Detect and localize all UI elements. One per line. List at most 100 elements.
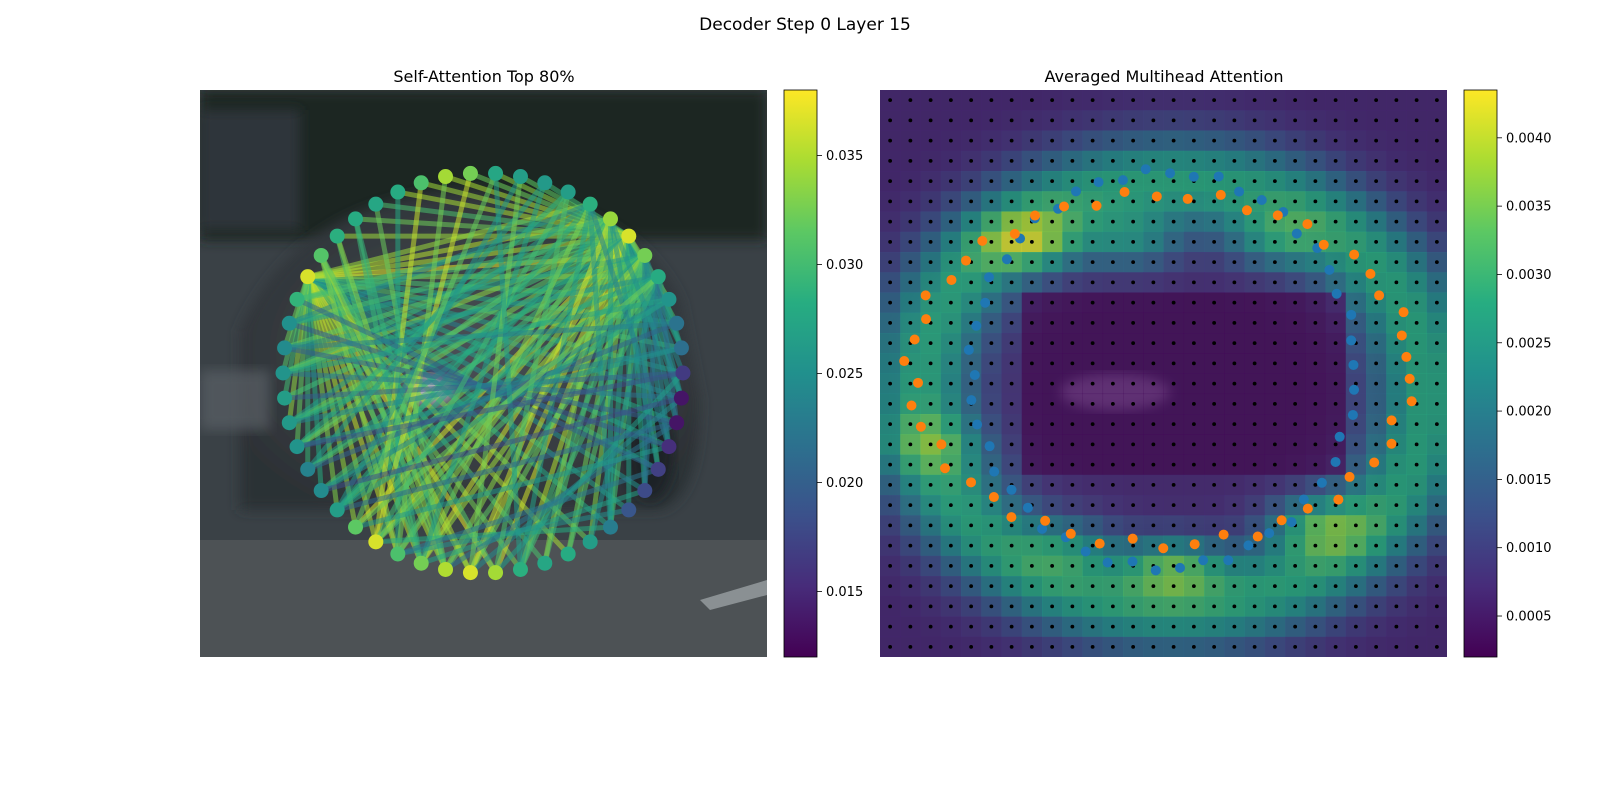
grid-dot	[1050, 624, 1055, 629]
grid-dot	[1272, 199, 1277, 204]
grid-dot	[969, 442, 974, 447]
grid-dot	[969, 300, 974, 305]
grid-dot	[989, 543, 994, 548]
attention-heatmap	[880, 90, 1447, 657]
grid-dot	[1353, 280, 1358, 285]
grid-dot	[1333, 341, 1338, 346]
grid-dot	[888, 563, 893, 568]
grid-dot	[1272, 422, 1277, 427]
grid-dot	[1029, 118, 1034, 123]
grid-dot	[928, 179, 933, 184]
orange-point	[1094, 538, 1105, 549]
grid-dot	[1171, 543, 1176, 548]
blue-point	[969, 369, 980, 380]
grid-dot	[1333, 118, 1338, 123]
grid-dot	[1333, 361, 1338, 366]
grid-dot	[1191, 320, 1196, 325]
grid-dot	[989, 584, 994, 589]
grid-dot	[1029, 644, 1034, 649]
grid-dot	[1252, 280, 1257, 285]
grid-dot	[1313, 179, 1318, 184]
grid-dot	[1029, 543, 1034, 548]
grid-dot	[1252, 543, 1257, 548]
grid-dot	[1131, 401, 1136, 406]
grid-dot	[1212, 239, 1217, 244]
attention-edge	[294, 370, 686, 450]
orange-point	[1158, 543, 1169, 554]
grid-dot	[1434, 462, 1439, 467]
attention-edge	[353, 170, 499, 530]
grid-dot	[928, 584, 933, 589]
grid-dot	[1090, 260, 1095, 265]
grid-dot	[1394, 300, 1399, 305]
grid-dot	[1313, 563, 1318, 568]
grid-dot	[1293, 320, 1298, 325]
grid-dot	[969, 503, 974, 508]
grid-dot	[1151, 503, 1156, 508]
orange-point	[1349, 249, 1360, 260]
grid-dot	[1212, 138, 1217, 143]
grid-dot	[948, 482, 953, 487]
grid-dot	[1212, 260, 1217, 265]
grid-dot	[1050, 523, 1055, 528]
grid-dot	[1414, 199, 1419, 204]
grid-dot	[1374, 260, 1379, 265]
attention-edge	[418, 488, 648, 566]
grid-dot	[969, 462, 974, 467]
grid-dot	[1353, 503, 1358, 508]
grid-dot	[1353, 584, 1358, 589]
grid-dot	[1090, 543, 1095, 548]
grid-dot	[1374, 503, 1379, 508]
attention-node	[413, 555, 429, 571]
grid-dot	[1110, 644, 1115, 649]
grid-dot	[1232, 361, 1237, 366]
grid-dot	[1232, 300, 1237, 305]
grid-dot	[1414, 300, 1419, 305]
grid-dot	[1009, 462, 1014, 467]
grid-dot	[948, 523, 953, 528]
grid-dot	[948, 138, 953, 143]
grid-dot	[1110, 260, 1115, 265]
grid-dot	[1374, 563, 1379, 568]
grid-dot	[888, 138, 893, 143]
grid-dot	[1171, 523, 1176, 528]
grid-dot	[1151, 482, 1156, 487]
blue-point	[1117, 175, 1128, 186]
grid-dot	[1293, 543, 1298, 548]
grid-dot	[969, 158, 974, 163]
grid-dot	[989, 381, 994, 386]
grid-dot	[1009, 523, 1014, 528]
grid-dot	[1272, 503, 1277, 508]
orange-point	[1009, 228, 1020, 239]
grid-dot	[1232, 320, 1237, 325]
attention-node	[329, 228, 345, 244]
grid-dot	[1212, 320, 1217, 325]
grid-dot	[1090, 320, 1095, 325]
attention-node	[669, 315, 685, 331]
grid-dot	[1029, 563, 1034, 568]
grid-dot	[1070, 543, 1075, 548]
left-colorbar-tick-label: 0.030	[826, 258, 863, 273]
grid-dot	[928, 239, 933, 244]
orange-point	[977, 235, 988, 246]
grid-dot	[1333, 381, 1338, 386]
grid-dot	[1009, 138, 1014, 143]
orange-point	[1374, 290, 1385, 301]
grid-dot	[969, 239, 974, 244]
right-colorbar-tick-label: 0.0020	[1506, 405, 1552, 420]
grid-dot	[1212, 381, 1217, 386]
grid-dot	[1434, 118, 1439, 123]
grid-dot	[1272, 584, 1277, 589]
grid-dot	[1434, 361, 1439, 366]
grid-dot	[1191, 381, 1196, 386]
grid-dot	[1131, 98, 1136, 103]
blue-point	[984, 272, 995, 283]
grid-dot	[1090, 604, 1095, 609]
grid-dot	[1212, 179, 1217, 184]
grid-dot	[1131, 482, 1136, 487]
attention-node	[661, 291, 677, 307]
grid-dot	[1191, 584, 1196, 589]
left-colorbar-tick-label: 0.025	[826, 367, 863, 382]
grid-dot	[1131, 644, 1136, 649]
grid-dot	[1050, 462, 1055, 467]
